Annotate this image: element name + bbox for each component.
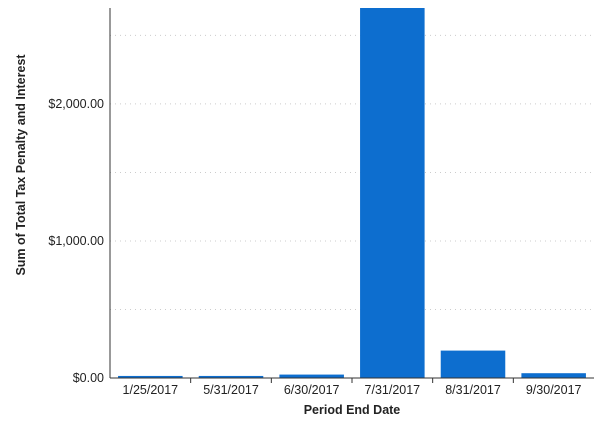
bar <box>440 350 506 378</box>
bar <box>198 375 264 378</box>
bars-layer <box>118 8 586 378</box>
x-tick-label: 8/31/2017 <box>445 383 501 397</box>
y-tick-label: $1,000.00 <box>48 234 104 248</box>
bar <box>279 374 344 378</box>
bar <box>521 373 586 378</box>
y-tick-label: $0.00 <box>73 371 104 385</box>
y-tick-label: $2,000.00 <box>48 97 104 111</box>
bar <box>360 8 425 378</box>
x-tick-label: 5/31/2017 <box>203 383 259 397</box>
x-tick-label: 7/31/2017 <box>365 383 421 397</box>
bar <box>118 375 183 378</box>
grid-layer <box>110 34 594 310</box>
x-tick-label: 9/30/2017 <box>526 383 582 397</box>
y-axis-title: Sum of Total Tax Penalty and Interest <box>14 54 28 276</box>
axis-layer: $0.00 $1,000.00 $2,000.00 1/25/2017 5/31/201… <box>48 8 594 397</box>
x-axis-title: Period End Date <box>304 403 401 417</box>
x-tick-label: 6/30/2017 <box>284 383 340 397</box>
x-tick-label: 1/25/2017 <box>123 383 179 397</box>
